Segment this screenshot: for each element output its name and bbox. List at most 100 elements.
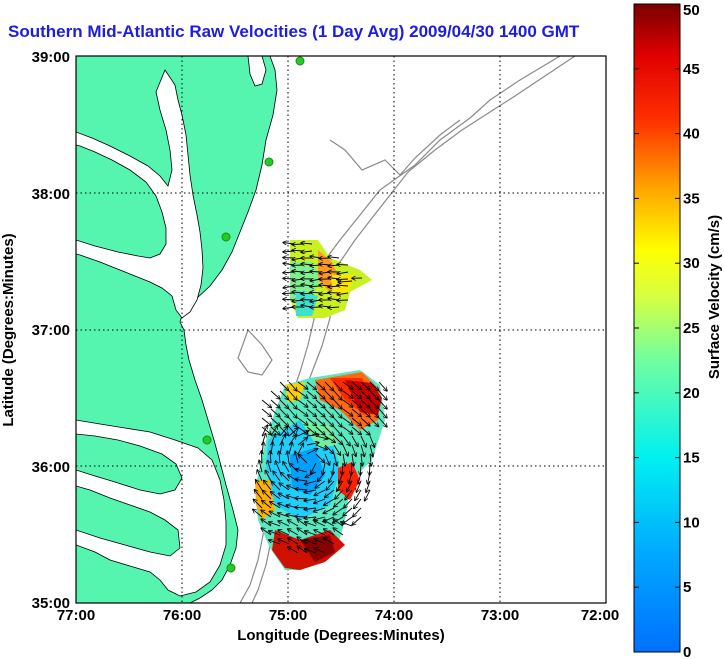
x-tick-label: 74:00 [375, 607, 413, 624]
velocity-arrow [349, 471, 353, 484]
velocity-arrow [344, 498, 353, 508]
velocity-arrow [306, 390, 316, 399]
velocity-arrow [272, 482, 281, 491]
velocity-arrow [324, 435, 335, 442]
velocity-arrow [281, 473, 290, 482]
velocity-arrow [288, 520, 299, 527]
velocity-arrow [360, 408, 370, 417]
velocity-arrow [310, 271, 322, 272]
velocity-arrow [337, 293, 349, 295]
x-axis: 77:00 76:00 75:00 74:00 73:00 72:00 Long… [57, 607, 619, 644]
velocity-arrow [351, 417, 361, 426]
colorbar-label: Surface Velocity (cm/s) [706, 215, 723, 379]
colorbar-tick-label: 40 [683, 126, 700, 143]
velocity-arrow [314, 548, 326, 554]
velocity-arrow [313, 516, 326, 520]
velocity-arrow [341, 522, 353, 527]
velocity-arrow [297, 443, 303, 455]
velocity-arrow [339, 471, 344, 483]
velocity-arrow [351, 408, 361, 417]
velocity-arrow [366, 480, 371, 492]
velocity-arrow [264, 481, 272, 491]
pamlico-sound [76, 419, 227, 597]
velocity-arrow [378, 390, 387, 400]
velocity-arrow [305, 540, 317, 545]
velocity-arrow [257, 470, 263, 482]
velocity-arrow [254, 490, 263, 500]
y-axis-label: Latitude (Degrees:Minutes) [0, 233, 17, 426]
velocity-arrow [315, 453, 325, 463]
velocity-arrow [297, 408, 308, 416]
velocity-arrow [326, 480, 335, 490]
velocity-arrow [279, 399, 289, 409]
velocity-arrow [314, 507, 326, 512]
velocity-arrow [288, 538, 299, 545]
velocity-arrow [351, 435, 358, 446]
velocity-arrow [369, 408, 379, 418]
velocity-arrow [299, 455, 308, 464]
velocity-arrow [297, 381, 308, 389]
velocity-arrow [369, 444, 373, 457]
velocity-arrow [306, 443, 319, 445]
y-tick-label: 39:00 [32, 49, 70, 66]
velocity-arrow [360, 417, 370, 426]
velocity-arrow [323, 462, 325, 475]
velocity-arrow [324, 444, 334, 454]
velocity-arrow [333, 528, 344, 536]
colorbar-tick-label: 15 [683, 450, 700, 467]
velocity-arrow [333, 399, 342, 409]
radar-station-marker [221, 232, 231, 242]
velocity-arrow [297, 431, 309, 437]
velocity-arrow [315, 399, 325, 408]
velocity-arrow [324, 520, 335, 527]
velocity-arrow [324, 390, 334, 400]
velocity-arrow [324, 408, 334, 418]
velocity-arrow [360, 426, 370, 435]
x-tick-label: 73:00 [481, 607, 519, 624]
velocity-arrow [292, 244, 304, 245]
velocity-arrow [333, 426, 342, 436]
velocity-arrow [315, 480, 326, 488]
velocity-arrow [324, 453, 330, 465]
velocity-arrow [324, 399, 334, 409]
velocity-arrow [369, 399, 379, 409]
velocity-arrow [301, 251, 313, 252]
velocity-arrow [305, 522, 317, 527]
velocity-arrow [263, 491, 272, 500]
velocity-arrow [270, 390, 280, 399]
velocity-arrow [270, 451, 271, 464]
velocity-arrow [269, 531, 281, 536]
velocity-arrow [378, 399, 387, 409]
colorbar-tick-label: 35 [683, 190, 700, 207]
velocity-arrow [333, 417, 342, 427]
map-title: Southern Mid-Atlantic Raw Velocities (1 … [8, 22, 580, 41]
velocity-arrow [342, 390, 353, 398]
velocity-arrow [333, 381, 342, 391]
velocity-arrow [279, 417, 289, 427]
velocity-arrow [306, 449, 318, 455]
velocity-arrow [342, 462, 343, 475]
velocity-arrow [283, 462, 290, 473]
velocity-arrow [279, 381, 289, 391]
velocity-arrow [378, 408, 387, 418]
velocity-arrow [337, 480, 344, 491]
delaware-bay [247, 56, 267, 87]
velocity-arrow [324, 381, 334, 391]
velocity-arrow [254, 500, 263, 509]
velocity-arrow [270, 417, 280, 426]
velocity-arrow [360, 390, 370, 399]
chesapeake-bay [76, 69, 204, 319]
velocity-arrow [369, 417, 379, 427]
velocity-arrow [337, 272, 349, 274]
velocity-arrow [343, 453, 345, 466]
velocity-arrow [337, 264, 349, 265]
velocity-arrow [295, 451, 299, 464]
velocity-arrow [279, 408, 289, 418]
velocity-arrow [297, 399, 308, 407]
velocity-arrow [355, 489, 362, 500]
velocity-arrow [314, 530, 326, 536]
velocity-arrow [270, 426, 280, 435]
velocity-arrow [329, 471, 335, 483]
colorbar-tick-label: 50 [683, 2, 700, 19]
